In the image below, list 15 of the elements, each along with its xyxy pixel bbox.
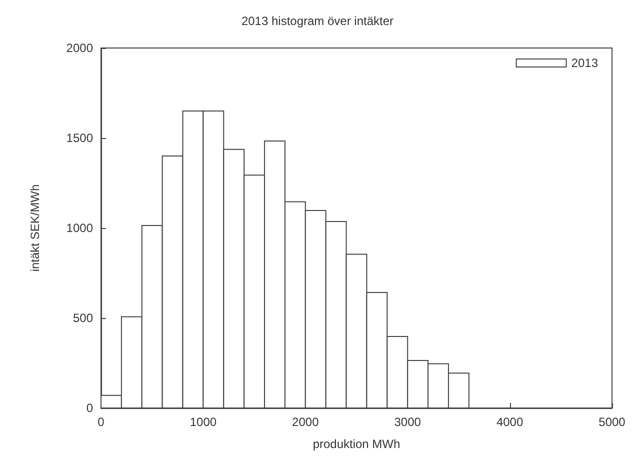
x-tick-label: 1000 — [190, 415, 217, 429]
legend-label: 2013 — [571, 56, 598, 70]
x-tick-label: 2000 — [292, 415, 320, 429]
x-axis-title: produktion MWh — [312, 437, 400, 451]
y-tick-label: 500 — [72, 311, 94, 325]
x-tick-label: 5000 — [598, 415, 626, 429]
x-tick-label: 4000 — [496, 415, 524, 429]
chart-title: 2013 histogram över intäkter — [241, 14, 394, 28]
y-tick-label: 2000 — [66, 41, 94, 55]
y-axis-title: intäkt SEK/MWh — [28, 184, 42, 272]
y-tick-label: 0 — [86, 401, 94, 415]
x-tick-label: 3000 — [394, 415, 422, 429]
x-tick-label: 0 — [98, 415, 105, 429]
y-tick-label: 1500 — [66, 131, 94, 145]
y-tick-label: 1000 — [66, 221, 94, 235]
